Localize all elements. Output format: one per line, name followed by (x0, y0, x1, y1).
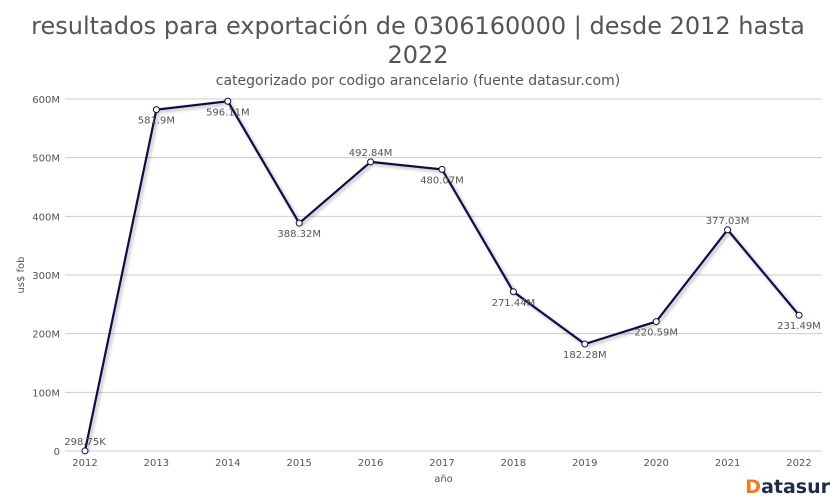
x-tick-label: 2014 (215, 458, 240, 469)
x-tick-label: 2017 (429, 458, 454, 469)
data-label: 220.59M (634, 328, 678, 339)
data-label: 492.84M (349, 148, 393, 159)
data-label: 298.75K (64, 437, 106, 448)
data-point (81, 447, 89, 455)
y-tick-label: 200M (32, 330, 60, 341)
data-label: 182.28M (563, 350, 607, 361)
x-tick-label: 2022 (786, 458, 811, 469)
y-tick-label: 400M (32, 212, 60, 223)
x-tick-label: 2012 (72, 458, 97, 469)
series-line (83, 100, 800, 452)
data-point (152, 106, 160, 114)
data-label: 377.03M (706, 216, 750, 227)
data-point (438, 165, 446, 173)
x-tick-label: 2019 (572, 458, 597, 469)
x-axis-label: año (434, 474, 453, 485)
y-tick-label: 0 (54, 447, 60, 458)
datasur-logo: Datasur (745, 476, 830, 498)
chart-title: resultados para exportación de 030616000… (31, 12, 805, 69)
data-point (295, 219, 303, 227)
x-tick-label: 2016 (358, 458, 383, 469)
y-tick-label: 300M (32, 271, 60, 282)
x-tick-label: 2020 (643, 458, 668, 469)
x-tick-label: 2021 (715, 458, 740, 469)
x-tick-label: 2018 (501, 458, 526, 469)
data-label: 271.44M (492, 298, 536, 309)
y-tick-label: 500M (32, 154, 60, 165)
y-tick-label: 600M (32, 95, 60, 106)
data-label: 581.9M (138, 116, 175, 127)
data-point (652, 318, 660, 326)
data-label: 231.49M (777, 321, 821, 332)
x-tick-label: 2013 (144, 458, 169, 469)
data-point (509, 288, 517, 296)
y-axis-label: us$ fob (16, 256, 27, 293)
data-label: 596.11M (206, 107, 250, 118)
data-label: 480.07M (420, 175, 464, 186)
data-point (367, 158, 375, 166)
data-label: 388.32M (277, 229, 321, 240)
x-tick-label: 2015 (286, 458, 311, 469)
y-tick-label: 100M (32, 388, 60, 399)
data-point (724, 226, 732, 234)
data-point (795, 311, 803, 319)
data-point (224, 97, 232, 105)
chart-subtitle: categorizado por codigo arancelario (fue… (215, 73, 621, 89)
data-point (581, 340, 589, 348)
